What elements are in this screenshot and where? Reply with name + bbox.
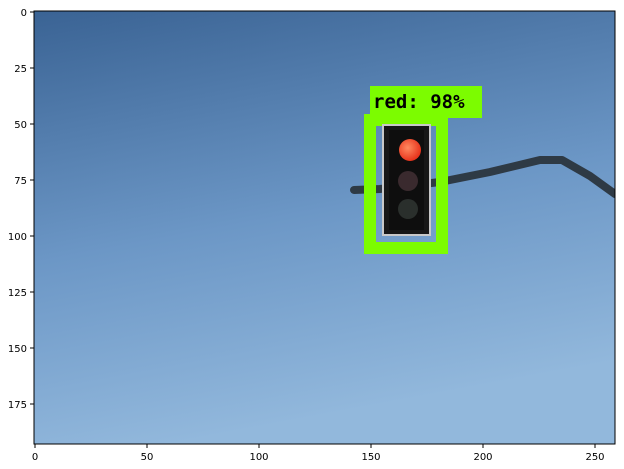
x-tick-label: 150 [361,452,380,463]
red-lamp [399,139,421,161]
detection-box [364,114,448,254]
y-tick-label: 150 [8,344,27,355]
green-lamp [398,199,418,219]
y-tick-label: 100 [8,232,27,243]
y-tick-label: 25 [14,64,27,75]
y-tick-label: 0 [21,8,27,19]
y-tick-label: 175 [8,400,27,411]
plot-frame [33,10,616,445]
x-axis: 0 50 100 150 200 250 [32,444,605,463]
y-tick-label: 50 [14,120,27,131]
detection-label-background [370,86,482,118]
x-tick-label: 100 [249,452,268,463]
y-axis: 0 25 50 75 100 125 150 175 [8,8,34,411]
yellow-lamp [398,171,418,191]
x-tick-label: 250 [585,452,604,463]
y-tick-label: 75 [14,176,27,187]
y-tick-label: 125 [8,288,27,299]
x-tick-label: 200 [473,452,492,463]
x-tick-label: 0 [32,452,38,463]
sky-background [34,11,615,444]
image-area: red: 98% [34,11,615,444]
traffic-light [382,124,431,236]
detection-label: red: 98% [373,91,465,113]
x-tick-label: 50 [141,452,154,463]
